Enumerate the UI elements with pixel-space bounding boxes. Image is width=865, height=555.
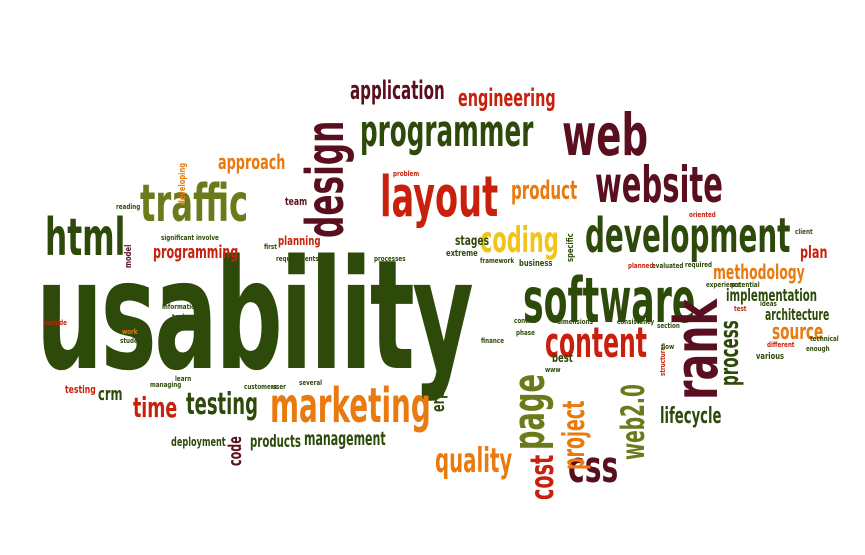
word-different: different — [767, 341, 795, 349]
word-development: development — [585, 208, 791, 264]
word-evaluated: evaluated — [652, 262, 684, 270]
word-process: process — [715, 320, 745, 386]
word-content: content — [545, 318, 648, 367]
word-best: best — [552, 351, 573, 365]
word-consistency: consistency — [617, 318, 655, 326]
word-planning: planning — [278, 234, 321, 248]
word-client: client — [795, 228, 813, 236]
word-code: code — [225, 436, 246, 466]
word-approach: approach — [218, 150, 286, 174]
word-ideas: ideas — [760, 300, 777, 308]
word-experience: experience — [706, 281, 741, 289]
word-layout: layout — [380, 165, 499, 230]
word-software: software — [523, 264, 696, 337]
word-website: website — [595, 156, 723, 214]
word-html: html — [45, 208, 126, 268]
word-control: control — [514, 317, 537, 325]
word-web20: web2.0 — [614, 384, 652, 460]
word-problem: problem — [393, 170, 420, 178]
word-architecture: architecture — [765, 305, 830, 324]
word-topic: topic — [172, 313, 188, 321]
word-enough: enough — [806, 345, 830, 353]
word-programmer: programmer — [360, 106, 534, 157]
word-programming: programming — [153, 242, 239, 263]
word-technical: technical — [810, 335, 839, 343]
word-managing: managing — [150, 381, 182, 389]
word-user: user — [272, 383, 286, 391]
word-application: application — [350, 76, 445, 106]
word-traffic: traffic — [140, 174, 249, 234]
word-marketing: marketing — [270, 378, 431, 434]
word-project: project — [557, 400, 592, 470]
word-section: section — [657, 322, 680, 330]
word-phase: phase — [516, 329, 535, 337]
word-implementation: implementation — [726, 286, 818, 306]
word-lifecycle: lifecycle — [660, 404, 722, 429]
word-students: students — [120, 337, 148, 345]
word-cost: cost — [523, 454, 561, 500]
word-specific: specific — [566, 233, 576, 262]
word-processes: processes — [374, 255, 406, 263]
word-testing: testing — [186, 387, 258, 422]
word-erp: erp — [428, 390, 449, 412]
word-css: css — [568, 442, 619, 493]
word-engineering: engineering — [458, 84, 556, 112]
word-first: first — [264, 243, 277, 251]
word-design: design — [296, 120, 356, 238]
word-significant: significant — [161, 234, 195, 242]
word-source: source — [772, 320, 824, 345]
word-plan: plan — [800, 243, 828, 263]
word-coding: coding — [480, 220, 559, 261]
word-involve: involve — [196, 234, 219, 242]
word-reading: reading — [116, 203, 141, 211]
word-usability: usability — [36, 227, 474, 404]
word-potential: potential — [731, 281, 760, 289]
word-page: page — [504, 374, 555, 450]
word-team: team — [285, 195, 308, 208]
word-www: www — [545, 366, 561, 374]
word-customers: customers — [244, 383, 277, 391]
word-include: include — [44, 319, 67, 327]
word-flow: flow — [661, 343, 675, 351]
word-structure: structure — [659, 346, 667, 376]
word-business: business — [519, 259, 553, 269]
word-web: web — [562, 101, 649, 169]
word-planned: planned — [628, 262, 654, 270]
word-crm: crm — [98, 384, 123, 405]
word-requirements: requirements — [276, 255, 319, 263]
word-deployment: deployment — [171, 435, 226, 449]
word-quality: quality — [435, 441, 513, 481]
word-required: required — [685, 261, 713, 269]
word-learn: learn — [175, 375, 192, 383]
word-information: information — [162, 303, 199, 311]
word-model: model — [124, 244, 134, 268]
word-various: various — [756, 352, 785, 362]
word-stages: stages — [455, 234, 490, 249]
word-several: several — [299, 379, 323, 387]
word-products: products — [250, 432, 301, 452]
word-work: work — [122, 328, 138, 336]
word-test: test — [734, 305, 747, 313]
word-developing: developing — [178, 162, 188, 205]
word-product: product — [511, 176, 578, 206]
word-dimensions: dimensions — [557, 318, 593, 326]
word-extreme: extreme — [446, 249, 478, 259]
word-management: management — [304, 428, 386, 450]
word-framework: framework — [480, 257, 515, 265]
word-oriented: oriented — [689, 211, 716, 219]
word-finance: finance — [481, 337, 505, 345]
word-time: time — [133, 391, 178, 424]
word-methodology: methodology — [713, 260, 805, 284]
word-testing-small: testing — [65, 383, 96, 396]
